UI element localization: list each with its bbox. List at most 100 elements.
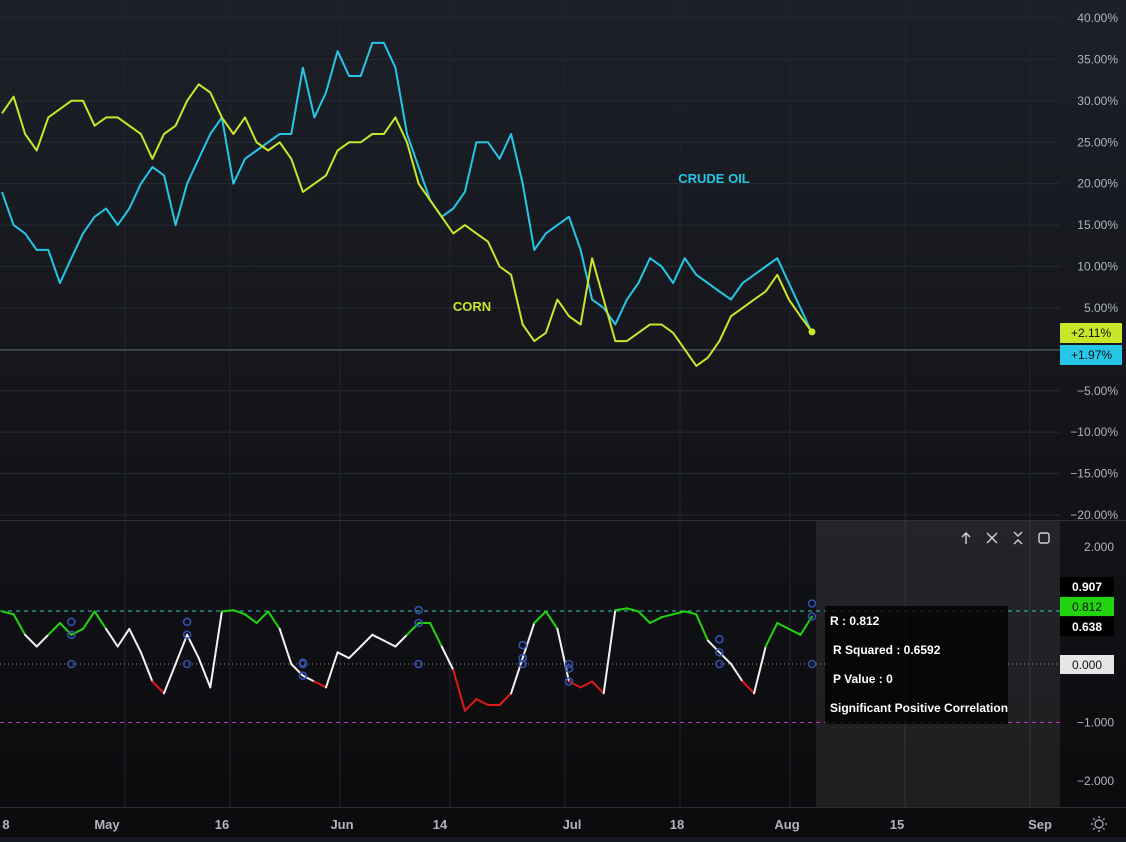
correlation-segment [255,610,270,624]
correlation-segment [220,609,235,613]
signal-marker [564,677,574,686]
correlation-segment [637,610,651,624]
correlation-segment [35,633,50,648]
time-axis-label: Jun [330,817,353,832]
signal-marker [807,612,817,621]
signal-marker [518,640,528,650]
main-y-tick-label: 10.00% [1077,260,1118,274]
main-y-tick-label: −10.00% [1070,425,1118,439]
signal-marker [182,630,192,640]
correlation-segment [475,698,489,706]
correlation-segment [290,663,304,677]
correlation-series[interactable] [1,607,813,712]
correlation-segment [394,633,408,648]
correlation-segment [568,680,582,689]
correlation-segment [348,645,362,660]
correlation-segment [313,680,327,689]
correlation-segment [116,627,131,648]
crude-oil-last-value-badge [1060,345,1122,365]
signal-marker [67,617,76,627]
correlation-segment [787,627,802,636]
correlation-segment [683,610,698,616]
correlation-segment [58,622,73,636]
collapse-icon[interactable] [1009,529,1027,547]
correlation-segment [163,663,177,695]
zero-level-badge [1060,655,1114,674]
indicator-y-tick-label: −1.000 [1077,716,1114,730]
main-y-tick-label: 35.00% [1077,52,1118,66]
correlation-segment [695,613,709,642]
correlation-segment [139,651,154,683]
time-axis-label: Sep [1028,817,1052,832]
close-icon[interactable] [983,529,1001,547]
signal-marker [564,659,574,669]
signal-marker [414,659,423,669]
correlation-segment [371,633,385,642]
corn-last-value-badge [1060,323,1122,343]
signal-marker [182,617,192,627]
lower-level-badge [1060,617,1114,636]
correlation-segment [521,622,536,660]
signal-marker [715,647,724,657]
sun-settings-icon[interactable] [1091,816,1107,832]
time-axis-label: May [94,817,120,832]
upper-level-text: 0.907 [1072,580,1102,594]
correlation-segment [463,698,478,712]
signal-marker [298,671,308,681]
corn-last-point [808,328,816,336]
correlation-segment [625,607,640,613]
main-y-tick-label: −5.00% [1077,384,1118,398]
correlation-segment [209,610,223,689]
corn-series-label: CORN [453,299,491,314]
correlation-segment [24,633,38,648]
correlation-segment [70,627,84,636]
crude-oil-last-value-text: +1.97% [1071,348,1112,362]
correlation-segment [429,622,443,648]
correlation-segment [93,610,108,630]
correlation-segment [579,680,594,689]
correlation-segment [753,645,767,695]
correlation-segment [336,651,351,660]
signal-marker [182,659,192,669]
correlation-segment [278,627,293,665]
correlation-segment [556,627,570,683]
signal-marker [715,634,724,644]
crude-oil-series-line[interactable] [1,41,813,334]
crude-oil-series-label: CRUDE OIL [678,171,750,186]
zero-level-text: 0.000 [1072,658,1102,672]
correlation-segment [730,663,744,683]
signal-markers [67,599,817,686]
correlation-segment [359,633,374,648]
arrow-up-icon[interactable] [957,529,975,547]
correlation-segment [672,610,686,616]
indicator-y-tick-label: −2.000 [1077,774,1114,788]
current-level-text: 0.812 [1072,600,1102,614]
signal-marker [518,653,528,663]
correlation-segment [1,610,15,616]
correlation-segment [47,622,61,636]
time-axis-label: 8 [2,817,9,832]
main-y-tick-label: 40.00% [1077,11,1118,25]
main-y-tick-label: 15.00% [1077,218,1118,232]
stat-significance: Significant Positive Correlation [830,701,1008,715]
main-y-tick-label: 20.00% [1077,177,1118,191]
main-y-tick-label: 25.00% [1077,135,1118,149]
main-gridlines [0,0,1060,807]
correlation-segment [498,692,513,706]
corn-series-line[interactable] [1,83,813,367]
correlation-segment [128,627,142,654]
signal-marker [518,659,528,669]
main-y-tick-label: 30.00% [1077,94,1118,108]
time-axis-label: 18 [670,817,684,832]
correlation-segment [197,657,212,689]
current-level-badge [1060,597,1114,616]
corn-last-value-text: +2.11% [1071,326,1111,340]
maximize-icon[interactable] [1035,529,1053,547]
correlation-segment [406,622,420,636]
signal-marker [67,659,76,669]
indicator-pane: R : 0.812 R Squared : 0.6592 P Value : 0… [0,521,1114,807]
correlation-segment [82,610,96,630]
correlation-segment [301,674,316,683]
signal-marker [414,618,423,628]
correlation-segment [244,613,258,624]
